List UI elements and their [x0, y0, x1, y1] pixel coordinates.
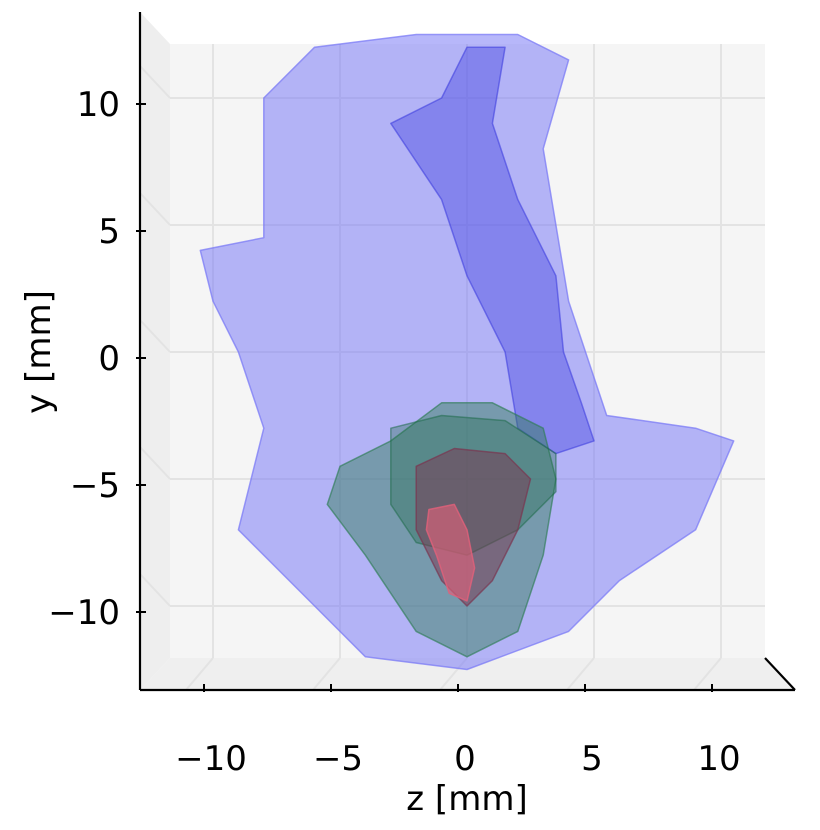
- x-tick-label: 10: [697, 739, 740, 779]
- side-grid-line: [139, 319, 171, 353]
- surfaces: [199, 33, 735, 671]
- floor-grid-line: [566, 657, 595, 691]
- y-tick-label: −5: [70, 466, 120, 506]
- x-tick-label: −10: [175, 739, 247, 779]
- floor-grid-line: [185, 657, 214, 691]
- side-grid-line: [139, 65, 171, 99]
- y-axis-label: y [mm]: [19, 290, 59, 414]
- y-tick-label: 10: [77, 85, 120, 125]
- side-grid-line: [139, 192, 171, 226]
- bottom-pane: [140, 658, 795, 690]
- x-tick-label: 5: [581, 739, 603, 779]
- y-tick-label: −10: [48, 593, 120, 633]
- y-tick-label: 5: [98, 212, 120, 252]
- x-axis-label: z [mm]: [406, 779, 527, 819]
- x-tick-label: 0: [454, 739, 476, 779]
- axis-lines: [138, 12, 796, 692]
- y-ticks: −10 −5 0 5 10: [48, 85, 146, 633]
- y-tick-label: 0: [98, 339, 120, 379]
- surface-2: [390, 46, 595, 455]
- surface-6: [425, 503, 476, 602]
- x-ticks: −10 −5 0 5 10: [175, 684, 741, 779]
- left-pane: [140, 12, 170, 690]
- side-grid-line: [139, 446, 171, 480]
- x-tick-label: −5: [313, 739, 363, 779]
- floor-grid-line: [312, 657, 341, 691]
- surface-1: [199, 33, 735, 671]
- floor-grid-line: [693, 657, 722, 691]
- side-grid-line: [139, 573, 171, 607]
- x-axis-corner-line: [764, 657, 796, 691]
